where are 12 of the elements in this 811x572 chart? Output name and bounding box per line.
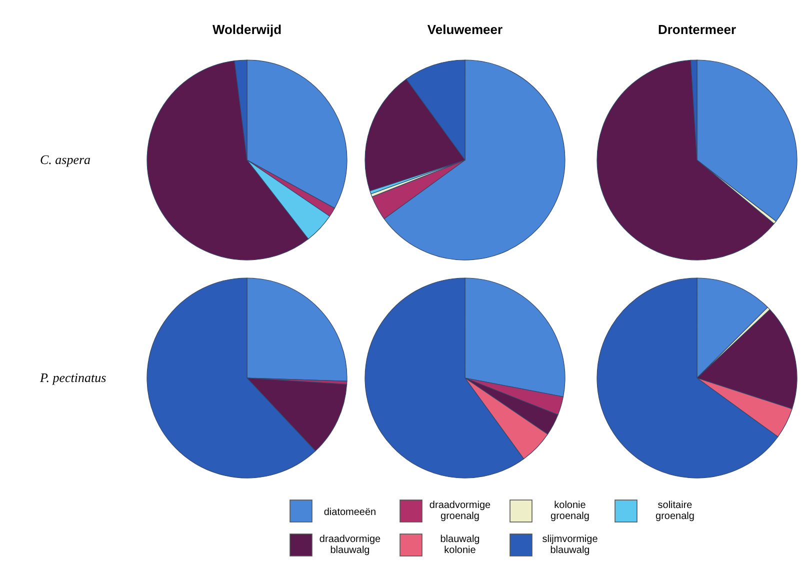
legend-label: slijmvormige blauwalg xyxy=(542,534,598,556)
legend-label: solitaire groenalg xyxy=(656,500,694,522)
chart-title: Wolderwijd xyxy=(212,22,282,37)
chart-title: Veluwemeer xyxy=(427,22,503,37)
legend-label: draadvormige groenalg xyxy=(429,500,492,522)
text: P. pectinatus xyxy=(39,370,106,385)
chart-title: Drontermeer xyxy=(658,22,736,37)
legend-label: draadvormige blauwalg xyxy=(319,534,382,556)
legend-label: diatomeeën xyxy=(324,507,376,518)
legend-label: blauwalg kolonie xyxy=(440,534,480,556)
text: C. aspera xyxy=(40,152,92,167)
legend-label: kolonie groenalg xyxy=(550,500,590,522)
